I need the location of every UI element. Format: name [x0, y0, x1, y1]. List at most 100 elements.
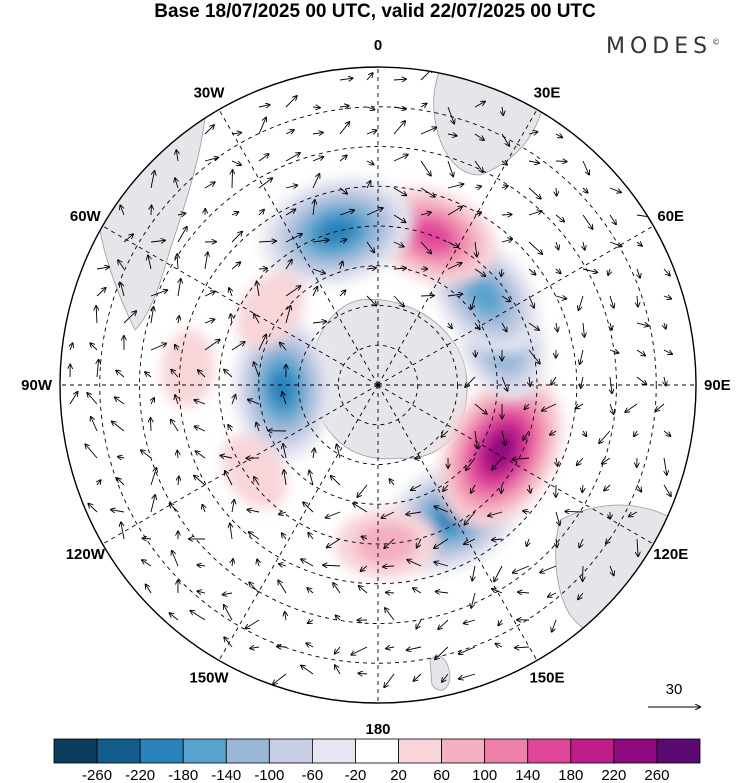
wind-vector [599, 430, 611, 443]
wind-vector [231, 212, 238, 215]
wind-vector [175, 178, 178, 189]
wind-vector [285, 130, 294, 134]
wind-vector [474, 268, 485, 276]
wind-vector [512, 458, 530, 460]
wind-vector [604, 484, 611, 491]
wind-vector [196, 451, 206, 459]
colorbar-tick-label: 20 [390, 767, 407, 783]
wind-vector [393, 79, 406, 80]
wind-vector [150, 240, 165, 242]
positive-anomaly-contour [221, 434, 288, 509]
wind-vector [582, 160, 589, 175]
wind-vector [362, 536, 368, 539]
wind-vector [501, 376, 507, 391]
wind-vector [204, 182, 215, 189]
latitude-circle [298, 305, 458, 465]
wind-vector [492, 457, 503, 470]
wind-vector [474, 322, 480, 329]
wind-vector [381, 511, 395, 518]
wind-vector [285, 209, 295, 216]
wind-vector [335, 646, 341, 654]
wind-vector [393, 121, 405, 135]
colorbar-swatch [182, 738, 227, 764]
wind-vector [529, 376, 530, 386]
negative-anomaly-contour [466, 276, 503, 316]
wind-vector [464, 620, 476, 623]
wind-vector [91, 417, 98, 432]
wind-vector [501, 214, 512, 215]
colorbar-swatch [484, 738, 529, 764]
meridian-line [102, 384, 379, 545]
wind-vector [176, 150, 178, 162]
wind-vector [523, 511, 530, 512]
wind-vector [407, 560, 422, 567]
wind-vector [609, 214, 616, 224]
brand-mark: © [712, 37, 721, 47]
wind-vector [353, 503, 368, 513]
wind-vector [384, 673, 395, 687]
wind-vector [583, 241, 585, 250]
wind-vector [637, 484, 641, 492]
wind-vector [279, 512, 287, 514]
wind-vector [471, 592, 476, 608]
wind-vector [495, 644, 503, 647]
wind-vector [285, 612, 286, 621]
longitude-label: 30W [194, 84, 226, 101]
wind-vector [501, 239, 512, 242]
wind-vector [636, 376, 646, 384]
colorbar-tick-label: -140 [211, 767, 241, 783]
wind-vector [459, 673, 476, 679]
colorbar-tick-label: -180 [168, 767, 198, 783]
wind-vector [258, 241, 276, 242]
wind-vector [303, 502, 314, 513]
longitude-label: 180 [365, 721, 390, 738]
wind-vector [339, 155, 347, 162]
wind-vector [528, 187, 541, 199]
wind-vector [190, 611, 206, 621]
wind-vector [308, 533, 314, 540]
wind-vector [366, 73, 373, 81]
latitude-circle [178, 185, 578, 585]
wind-vector [464, 511, 476, 525]
longitude-label: 30E [534, 84, 561, 101]
wind-vector [634, 430, 637, 436]
colorbar-tick-label: 180 [558, 767, 583, 783]
wind-vector [257, 559, 259, 567]
wind-vector [459, 646, 476, 654]
wind-vector [636, 323, 649, 326]
wind-vector [202, 505, 205, 513]
wind-vector [284, 470, 286, 486]
wind-vector [447, 184, 463, 189]
wind-vector [223, 593, 233, 595]
wind-vector [312, 321, 326, 323]
longitude-label: 60E [657, 208, 684, 225]
wind-vector [285, 306, 290, 324]
wind-vector [443, 484, 449, 491]
wind-vector [386, 647, 395, 649]
wind-vector [273, 673, 287, 684]
wind-vector [175, 395, 178, 405]
wind-vector [326, 511, 341, 518]
colorbar-swatch [398, 738, 442, 764]
map-boundary [59, 66, 697, 704]
wind-vector [501, 161, 507, 165]
wind-vector [312, 268, 325, 273]
wind-vector [282, 533, 286, 540]
wind-vector [663, 268, 670, 276]
wind-vector [312, 133, 323, 134]
wind-vector [582, 214, 593, 229]
wind-vector [434, 506, 449, 513]
wind-vector [555, 214, 564, 222]
wind-vector [197, 591, 206, 593]
wind-vector [118, 457, 125, 458]
wind-vector [285, 96, 297, 108]
wind-vector [339, 187, 347, 194]
wind-vector [312, 287, 317, 297]
wind-vector [258, 154, 269, 162]
wind-vector [393, 155, 408, 162]
wind-vector [150, 344, 166, 351]
wind-vector [301, 559, 314, 567]
meridian-line [377, 225, 654, 386]
wind-vector [231, 160, 241, 165]
wind-vector [150, 171, 154, 189]
